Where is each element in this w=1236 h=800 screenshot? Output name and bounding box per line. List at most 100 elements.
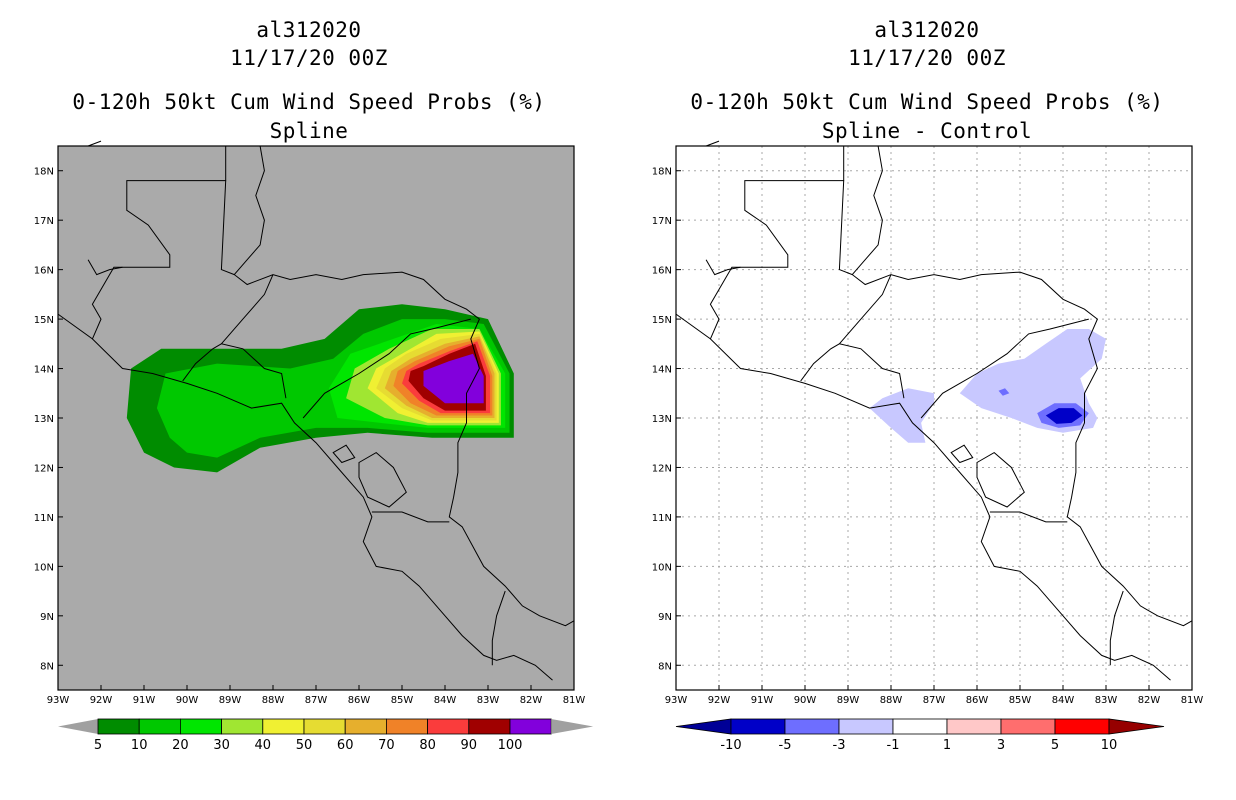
x-tick-label: 83W — [477, 695, 500, 706]
y-tick-label: 13N — [34, 414, 54, 425]
x-tick-label: 90W — [794, 695, 817, 706]
x-tick-label: 86W — [348, 695, 371, 706]
colorbar-swatch — [303, 718, 346, 735]
colorbar-label: -3 — [833, 738, 846, 753]
y-tick-label: 16N — [34, 266, 54, 277]
colorbar-swatch — [262, 718, 305, 735]
map-boundary-line — [87, 259, 123, 276]
map-boundary-line — [491, 590, 506, 666]
colorbar-label: -10 — [720, 738, 741, 753]
y-tick-label: 15N — [34, 315, 54, 326]
x-tick-label: 89W — [837, 695, 860, 706]
map-boundary-line — [838, 180, 853, 276]
y-tick-label: 10N — [34, 562, 54, 573]
chart-title-variable: 0-120h 50kt Cum Wind Speed Probs (%) — [72, 90, 546, 114]
x-tick-label: 88W — [880, 695, 903, 706]
chart-title-storm: al312020 — [874, 18, 980, 42]
x-tick-label: 93W — [665, 695, 688, 706]
map-boundary-line — [920, 318, 1089, 419]
colorbar-label: 100 — [498, 738, 523, 753]
chart-title-method: Spline — [269, 119, 349, 143]
colorbar-label: 30 — [213, 738, 230, 753]
map-boundary-line — [675, 313, 1171, 681]
x-tick-label: 81W — [563, 695, 586, 706]
y-tick-label: 11N — [652, 513, 672, 524]
colorbar-end-right — [551, 719, 594, 734]
y-tick-label: 16N — [652, 266, 672, 277]
colorbar-label: 40 — [255, 738, 272, 753]
y-tick-label: 8N — [658, 661, 672, 672]
contour-neg5 — [1045, 408, 1083, 424]
x-tick-label: 91W — [751, 695, 774, 706]
y-tick-label: 14N — [652, 365, 672, 376]
lake-outline — [950, 444, 974, 464]
contour-100 — [423, 353, 484, 404]
map-boundary-line — [851, 145, 1193, 627]
right-panel: al312020 11/17/20 00Z 0-120h 50kt Cum Wi… — [618, 0, 1236, 800]
x-tick-label: 89W — [219, 695, 242, 706]
map-boundary-line — [705, 140, 720, 147]
lake-outline — [358, 451, 407, 508]
colorbar-end-left — [675, 718, 732, 735]
x-tick-label: 88W — [262, 695, 285, 706]
colorbar-swatch — [468, 718, 511, 735]
colorbar-swatch — [221, 718, 264, 735]
chart-title-variable: 0-120h 50kt Cum Wind Speed Probs (%) — [690, 90, 1164, 114]
x-tick-label: 84W — [434, 695, 457, 706]
colorbar-label: 5 — [94, 738, 102, 753]
y-tick-label: 17N — [652, 216, 672, 227]
contour-neg1 — [869, 388, 934, 443]
x-tick-label: 87W — [305, 695, 328, 706]
x-tick-label: 82W — [1138, 695, 1161, 706]
x-tick-label: 82W — [520, 695, 543, 706]
contour-neg3 — [998, 388, 1010, 396]
y-tick-label: 11N — [34, 513, 54, 524]
y-tick-label: 8N — [40, 661, 54, 672]
colorbar-label: -5 — [779, 738, 792, 753]
colorbar-swatch — [509, 718, 552, 735]
lake-outline — [976, 451, 1025, 508]
map-boundary-line — [91, 146, 227, 340]
map-boundary-line — [371, 511, 450, 523]
colorbar-swatch — [838, 718, 894, 735]
map-boundary-line — [839, 274, 892, 345]
colorbar-label: 10 — [1101, 738, 1118, 753]
colorbar-swatch — [1000, 718, 1056, 735]
x-tick-label: 92W — [708, 695, 731, 706]
y-tick-label: 18N — [652, 167, 672, 178]
colorbar-swatch — [730, 718, 786, 735]
map-boundary-line — [87, 140, 102, 147]
colorbar-label: 5 — [1051, 738, 1059, 753]
colorbar-label: 10 — [131, 738, 148, 753]
colorbar-swatch — [1054, 718, 1110, 735]
y-tick-label: 18N — [34, 167, 54, 178]
colorbar-label: 80 — [419, 738, 436, 753]
x-tick-label: 87W — [923, 695, 946, 706]
left-panel: al312020 11/17/20 00Z 0-120h 50kt Cum Wi… — [34, 18, 594, 753]
colorbar-label: 20 — [172, 738, 189, 753]
colorbar-label: -1 — [887, 738, 900, 753]
chart-title-method: Spline - Control — [821, 119, 1033, 143]
colorbar-label: 70 — [378, 738, 395, 753]
colorbar-swatch — [344, 718, 387, 735]
map-boundary-line — [57, 313, 553, 681]
map-boundary-line — [1109, 590, 1124, 666]
colorbar-swatch — [892, 718, 948, 735]
chart-title-storm: al312020 — [256, 18, 362, 42]
map-plot-left: 93W 92W 91W 90W 89W 88W 87W 86W 85W 84W 83W 82W 81W 8… — [34, 140, 594, 753]
chart-title-date: 11/17/20 00Z — [848, 46, 1006, 70]
x-tick-label: 86W — [966, 695, 989, 706]
map-plot-right: 93W 92W 91W 90W 89W 88W 87W 86W 85W 84W 83W 82W 81W 8… — [652, 140, 1203, 753]
y-tick-label: 17N — [34, 216, 54, 227]
x-tick-label: 90W — [176, 695, 199, 706]
x-tick-label: 85W — [1009, 695, 1032, 706]
map-boundary-line — [302, 318, 471, 419]
colorbar-swatch — [427, 718, 470, 735]
y-tick-label: 15N — [652, 315, 672, 326]
colorbar-swatch — [946, 718, 1002, 735]
y-tick-label: 9N — [40, 612, 54, 623]
y-tick-label: 10N — [652, 562, 672, 573]
colorbar-end-left — [58, 719, 98, 734]
map-boundary-line — [233, 145, 575, 627]
map-boundary-line — [800, 343, 905, 399]
